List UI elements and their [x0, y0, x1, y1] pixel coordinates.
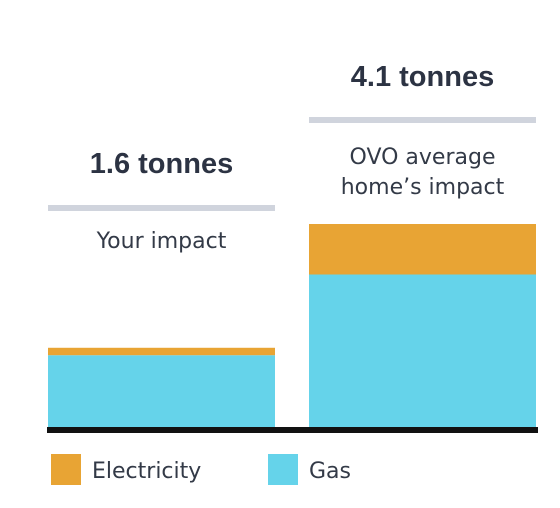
separator-your-impact	[48, 205, 275, 211]
total-label-ovo-average: 4.1 tonnes	[351, 61, 494, 93]
bar-your-impact-gas	[48, 355, 275, 427]
total-label-your-impact: 1.6 tonnes	[90, 148, 233, 180]
legend-swatch-gas	[268, 454, 298, 485]
legend-swatch-electricity	[51, 454, 81, 485]
legend-label-electricity: Electricity	[92, 459, 201, 484]
category-label-ovo-average-line-2: home’s impact	[341, 175, 505, 200]
separator-ovo-average	[309, 117, 536, 123]
bar-ovo-average-electricity	[309, 224, 536, 275]
category-label-your-impact: Your impact	[96, 229, 227, 254]
bar-ovo-average-gas	[309, 274, 536, 427]
legend-label-gas: Gas	[309, 459, 351, 484]
x-axis-line	[47, 427, 538, 433]
bar-your-impact-electricity	[48, 347, 275, 356]
category-label-ovo-average-line-1: OVO average	[350, 145, 496, 170]
